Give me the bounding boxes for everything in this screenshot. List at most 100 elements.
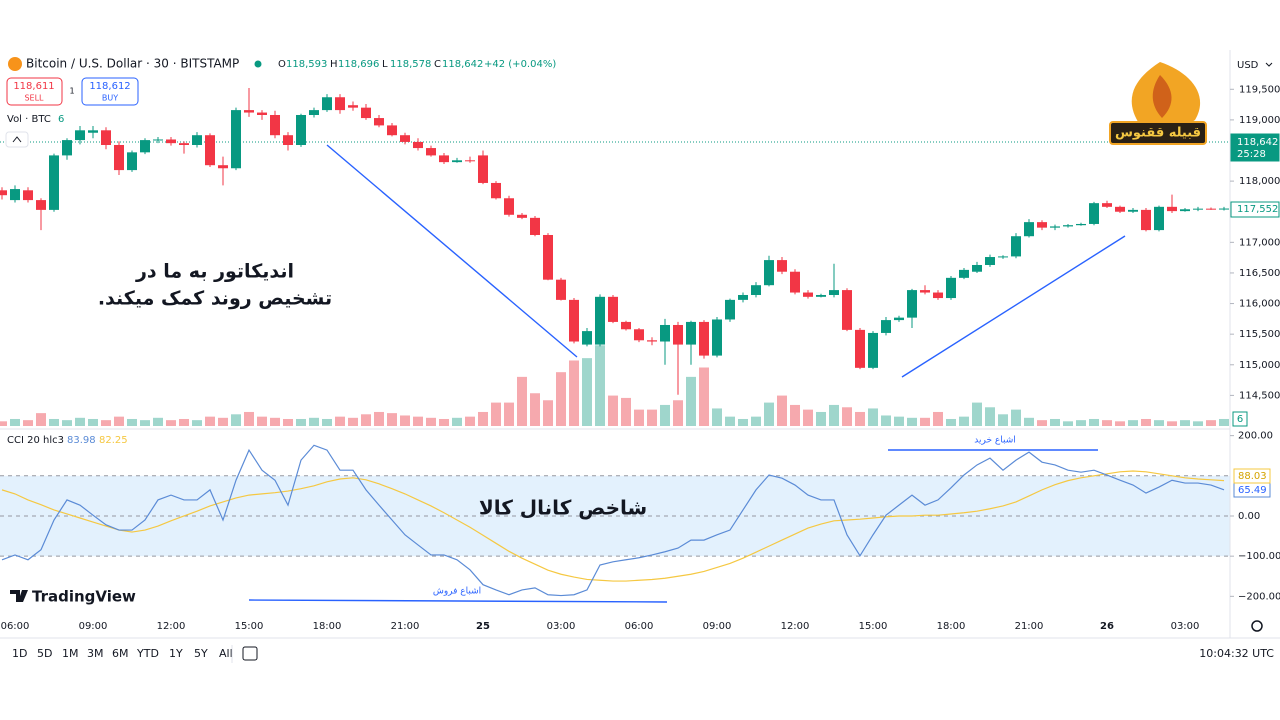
candle-body xyxy=(491,182,501,199)
candle-body xyxy=(959,269,969,278)
cci-line xyxy=(1,444,1225,597)
x-tick-label: 09:00 xyxy=(79,621,108,632)
volume-bar xyxy=(517,376,527,426)
symbol-icon xyxy=(8,57,22,71)
candle-body xyxy=(868,332,878,368)
clock[interactable]: 10:04:32 UTC xyxy=(1199,647,1274,660)
candle-body xyxy=(1076,223,1086,226)
ohlc-value: 118,696 xyxy=(338,59,379,70)
volume-bar xyxy=(621,397,631,426)
volume-bar xyxy=(777,395,787,426)
candle-body xyxy=(478,155,488,183)
volume-bar xyxy=(1206,420,1216,426)
volume-bar xyxy=(413,416,423,426)
volume-bar xyxy=(504,402,514,426)
candle-body xyxy=(23,190,33,201)
sell-button[interactable] xyxy=(6,77,63,106)
volume-bar xyxy=(868,408,878,426)
volume-bar xyxy=(699,367,709,426)
volume-bar xyxy=(751,416,761,426)
range-button[interactable]: 3M xyxy=(87,647,104,660)
range-button[interactable]: 5D xyxy=(37,647,52,660)
volume-bar xyxy=(10,418,20,426)
logo-bird xyxy=(1152,75,1172,118)
candle-body xyxy=(205,135,215,166)
volume-bar xyxy=(205,416,215,426)
volume-label: Vol · BTC xyxy=(7,114,51,125)
trend-note: اندیکاتور به ما در xyxy=(135,261,294,283)
volume-bar xyxy=(842,407,852,426)
volume-value: 6 xyxy=(58,114,64,125)
candle-body xyxy=(946,277,956,299)
candle-body xyxy=(1141,209,1151,231)
range-button[interactable]: All xyxy=(219,647,233,660)
candle-body xyxy=(465,160,475,162)
candle-body xyxy=(75,130,85,141)
volume-bar xyxy=(387,413,397,426)
volume-bar xyxy=(595,345,605,426)
volume-bar xyxy=(491,402,501,426)
range-button[interactable]: 5Y xyxy=(194,647,208,660)
volume-bar xyxy=(478,411,488,426)
candle-body xyxy=(998,256,1008,258)
y-tick-label: 116,000 xyxy=(1239,299,1280,310)
logo-banner xyxy=(1109,121,1207,145)
symbol-title[interactable]: Bitcoin / U.S. Dollar · 30 · BITSTAMP xyxy=(26,57,239,71)
candle-body xyxy=(101,130,111,145)
logo-text: قبیله ققنوس xyxy=(1115,126,1201,141)
candle-body xyxy=(816,294,826,297)
range-button[interactable]: 1M xyxy=(62,647,79,660)
candle-body xyxy=(257,112,267,115)
ohlc-value: 118,642 xyxy=(442,59,483,70)
range-button[interactable]: 1D xyxy=(12,647,27,660)
volume-bar xyxy=(920,417,930,426)
y-tick-label: 0.00 xyxy=(1238,511,1260,522)
candle-body xyxy=(335,97,345,111)
volume-bar xyxy=(1167,421,1177,426)
volume-bar xyxy=(829,404,839,426)
volume-bar xyxy=(985,407,995,426)
candle-body xyxy=(309,110,319,115)
range-button[interactable]: 6M xyxy=(112,647,129,660)
candle-body xyxy=(114,144,124,171)
settings-icon[interactable] xyxy=(1251,620,1263,632)
x-tick-label: 06:00 xyxy=(625,621,654,632)
volume-bar xyxy=(439,418,449,426)
volume-bar xyxy=(725,416,735,426)
candle-body xyxy=(829,290,839,295)
candle-body xyxy=(582,331,592,345)
candle-body xyxy=(1037,222,1047,228)
collapse-button[interactable] xyxy=(5,131,29,148)
buy-label: BUY xyxy=(102,94,118,103)
candle-body xyxy=(920,290,930,293)
volume-bar xyxy=(426,417,436,426)
oversold-label: اشباع فروش xyxy=(433,587,481,597)
candle-body xyxy=(855,329,865,368)
candle-body xyxy=(660,324,670,342)
range-button[interactable]: YTD xyxy=(136,647,159,660)
candle-body xyxy=(1180,209,1190,212)
buy-button[interactable] xyxy=(81,77,139,106)
x-tick-label: 12:00 xyxy=(781,621,810,632)
candle-body xyxy=(881,320,891,333)
date-range-icon[interactable] xyxy=(242,646,258,661)
range-button[interactable]: 1Y xyxy=(169,647,183,660)
volume-bar xyxy=(192,420,202,426)
candle-body xyxy=(62,140,72,156)
last-value-label: 88.03 xyxy=(1238,471,1267,482)
candle-body xyxy=(686,321,696,345)
last-value-label: 65.49 xyxy=(1238,485,1267,496)
y-tick-label: 114,500 xyxy=(1239,390,1280,401)
volume-bar xyxy=(998,414,1008,426)
volume-bar xyxy=(790,404,800,426)
volume-bar xyxy=(608,395,618,426)
x-tick-label: 03:00 xyxy=(547,621,576,632)
candle-body xyxy=(790,271,800,293)
candle-body xyxy=(933,292,943,299)
candle-body xyxy=(231,110,241,169)
x-tick-label: 15:00 xyxy=(235,621,264,632)
last-value-tag xyxy=(1233,468,1271,484)
candle-body xyxy=(634,329,644,341)
currency[interactable]: USD xyxy=(1237,60,1259,71)
volume-bar xyxy=(1193,421,1203,426)
